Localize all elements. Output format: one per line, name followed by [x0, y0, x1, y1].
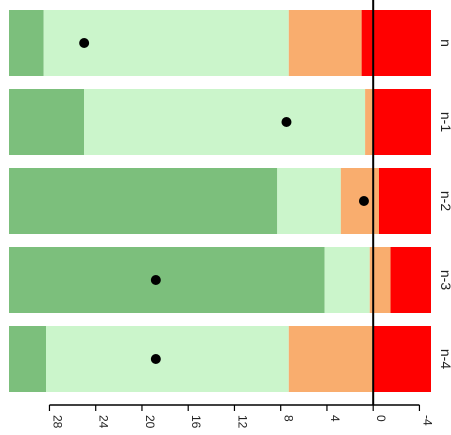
- band-n-1-segment-3: [373, 89, 431, 155]
- tick-label-28: 28: [50, 415, 64, 429]
- band-n-2-segment-0: [9, 168, 278, 234]
- chart-points: [79, 38, 369, 364]
- band-n-segment-3: [361, 10, 431, 76]
- data-point-n-1: [281, 117, 292, 127]
- category-labels: n n-1 n-2 n-3 n-4: [438, 39, 451, 369]
- band-n-3-segment-2: [369, 247, 391, 313]
- chart-bands: [9, 10, 431, 392]
- band-n-2-segment-1: [277, 168, 341, 234]
- tick-label-8: 8: [282, 415, 296, 422]
- band-n-3-segment-1: [324, 247, 370, 313]
- category-label-n-3: n-3: [438, 270, 451, 290]
- tick-label-12: 12: [235, 415, 249, 429]
- band-n-3-segment-0: [9, 247, 325, 313]
- band-n-segment-2: [288, 10, 362, 76]
- tick-label-16: 16: [189, 415, 203, 429]
- category-label-n-4: n-4: [438, 349, 451, 369]
- data-point-n-3: [150, 275, 161, 285]
- band-n-4-segment-0: [9, 326, 46, 392]
- band-n-4-segment-1: [45, 326, 289, 392]
- category-label-n: n: [438, 39, 451, 47]
- band-n-1-segment-1: [84, 89, 366, 155]
- value-axis-ticks: 28 24 20 16 12 8 4 0 -4: [48, 405, 434, 429]
- band-n-4-segment-3: [373, 326, 431, 392]
- band-n-segment-0: [9, 10, 44, 76]
- tick-label-0: 0: [374, 415, 388, 422]
- category-label-n-1: n-1: [438, 112, 451, 132]
- band-n-4-segment-2: [288, 326, 374, 392]
- tick-label-4: 4: [328, 415, 342, 422]
- tick-label-20: 20: [143, 415, 157, 429]
- band-n-2-segment-3: [378, 168, 431, 234]
- band-n-3-segment-3: [390, 247, 431, 313]
- tick-label-24: 24: [97, 415, 111, 429]
- tick-label--4: -4: [420, 415, 434, 426]
- data-point-n-4: [150, 354, 161, 364]
- data-point-n: [79, 38, 90, 48]
- category-label-n-2: n-2: [438, 191, 451, 211]
- band-n-1-segment-2: [365, 89, 374, 155]
- band-n-1-segment-0: [9, 89, 85, 155]
- data-point-n-2: [358, 196, 369, 206]
